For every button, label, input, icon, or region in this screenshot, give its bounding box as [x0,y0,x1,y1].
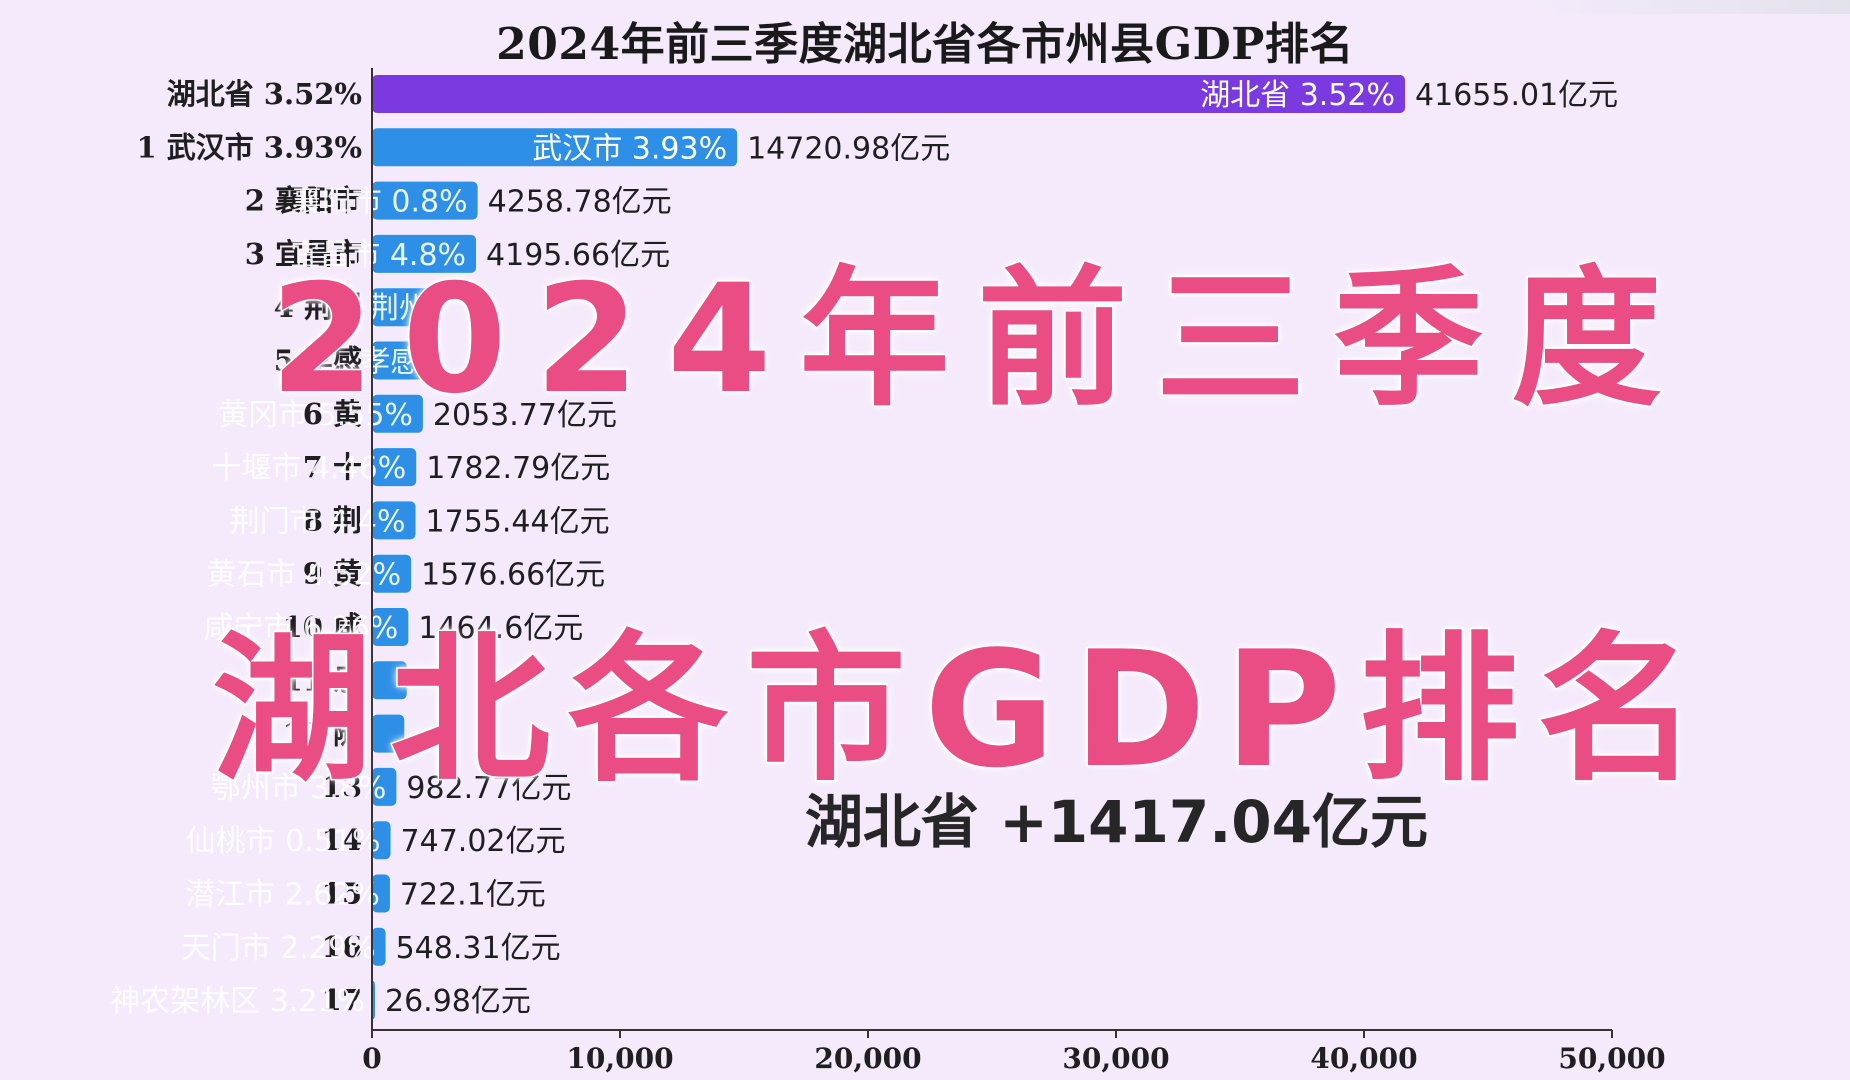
bar-inner-label: 黄石市 4.52% [206,558,401,593]
category-label: 4 荆州 [274,290,362,324]
category-label: 13 [322,770,362,804]
x-tick-label: 40,000 [1310,1042,1417,1075]
chart-title: 2024年前三季度湖北省各市州县GDP排名 [496,19,1354,70]
category-label: 6 黄 [303,397,362,431]
category-label: 12 随 [283,717,362,751]
bar [372,608,409,646]
ticker-readout: 湖北省 +1417.04亿元 [805,788,1428,856]
bar-inner-label: 仙桃市 0.51% [186,824,381,859]
category-label: 2 襄阳市 [245,184,362,218]
bar [372,554,412,593]
data-label: 1755.44亿元 [426,504,610,539]
bar [372,128,738,167]
category-label: 10 咸 [283,610,362,644]
data-label: 4258.78亿元 [488,185,672,220]
category-label: 9 黄 [303,557,362,591]
data-label: 1782.79亿元 [426,451,610,486]
bar [372,927,386,966]
data-label: 41655.01亿元 [1415,78,1618,113]
x-tick-label: 0 [362,1042,381,1075]
category-label: 16 [322,930,362,964]
bar [372,181,478,220]
category-label: 5 孝感 [274,344,362,378]
bar [372,75,1406,113]
data-label: 4195.66亿元 [486,238,670,273]
bar [372,341,431,380]
x-tick-label: 30,000 [1062,1042,1169,1075]
bar-inner-label: 黄冈市 5.55% [218,398,413,433]
bar-inner-label: 神农架林区 3.21% [110,984,365,1019]
bar [372,767,397,806]
category-label: 7 十 [303,450,362,484]
bar-inner-label: 咸宁市 6.26% [203,611,398,646]
category-label: 17 [322,983,362,1017]
data-label: 747.02亿元 [401,824,566,859]
bar-inner-label: 荆门市 4.4% [230,504,406,539]
data-label: 14720.98亿元 [747,131,950,166]
data-label: 2053.77亿元 [433,398,617,433]
bar [372,714,405,753]
bar-inner-label: 武汉市 3.93% [532,131,727,166]
data-label: 26.98亿元 [385,984,531,1019]
bar [372,501,416,540]
overlay-title-line-2: 湖北各市GDP排名 [210,615,1716,805]
data-label: 982.77亿元 [406,771,571,806]
category-label: 3 宜昌市 [245,237,362,271]
category-label: 湖北省 3.52% [167,77,362,111]
data-label: 722.1亿元 [400,878,546,913]
overlay-title-line-1: 2024年前三季度 [268,252,1690,429]
category-label: 11 恩 [283,663,362,697]
bar-inner-label: 宜昌市 4.8% [290,238,466,273]
x-tick-label: 10,000 [566,1042,673,1075]
bar [372,394,423,433]
bar-inner-label: 孝感 [360,345,420,380]
bar [372,234,477,273]
bar-inner-label: 十堰市 4.46% [211,451,406,486]
data-label: 548.31亿元 [396,931,561,966]
x-tick-label: 50,000 [1558,1042,1665,1075]
bar [372,448,417,487]
data-label: 1576.66亿元 [421,558,605,593]
bar-inner-label: 湖北省 3.52% [1200,78,1395,113]
bar-inner-label: 荆州 [369,291,429,326]
bar [372,821,391,860]
data-label: 1464.6亿元 [418,611,583,646]
bar [372,661,407,700]
corner-decoration [1530,0,1850,14]
bar-inner-label: 鄂州市 3.8% [211,771,387,806]
x-tick-label: 20,000 [814,1042,921,1075]
bar-inner-label: 潜江市 2.62% [185,878,380,913]
category-label: 8 荆 [303,503,362,537]
bar [372,874,390,913]
category-label: 15 [322,877,362,911]
category-label: 1 武汉市 3.93% [136,130,362,164]
bar-inner-label: 襄阳市 0.8% [292,185,468,220]
bar-inner-label: 天门市 2.29% [181,931,376,966]
category-label: 14 [322,823,362,857]
bar [372,288,439,327]
